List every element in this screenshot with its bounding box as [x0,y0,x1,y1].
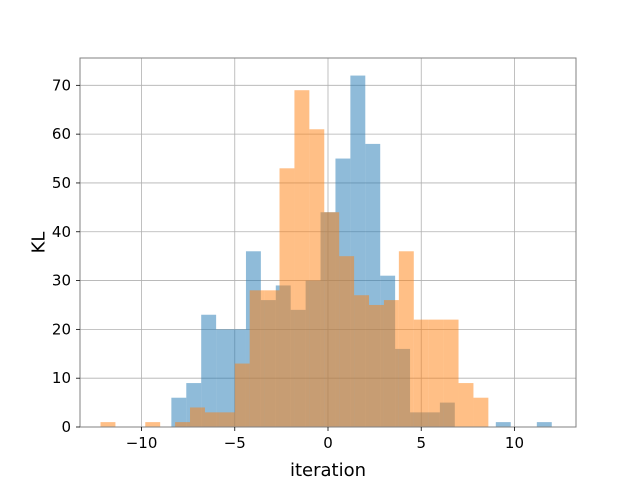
histogram-bar [264,290,280,427]
x-tick-label: 0 [323,434,333,452]
histogram-bar [398,251,414,427]
histogram-bar [204,412,220,427]
histogram-bar [428,319,444,427]
histogram-bar [458,383,474,427]
x-axis-label: iteration [290,460,366,480]
x-tick-label: −5 [224,434,246,452]
histogram-bar [279,168,295,428]
plot-area: −10 −5 0 5 10 0 10 20 30 40 50 60 70 [52,57,577,452]
histogram-bar [369,304,384,427]
histogram-bar [354,295,370,427]
histogram-bar [145,422,161,427]
histogram-bar [219,412,235,427]
x-tick-label: −10 [126,434,158,452]
x-axis-ticks: −10 −5 0 5 10 [126,427,524,452]
histogram-bar [175,422,191,427]
histogram-bar [190,407,205,427]
histogram-bar [495,422,511,427]
histogram-bar [383,300,399,427]
y-tick-label: 70 [52,76,71,94]
histogram-bar [249,290,265,427]
histogram-bar [536,422,552,427]
histogram-bar [443,319,459,427]
y-axis-label: KL [28,232,49,254]
histogram-bar [473,397,489,427]
histogram-bar [309,129,325,427]
y-tick-label: 0 [61,418,71,436]
y-tick-label: 60 [52,125,71,143]
histogram-bar [100,422,116,427]
histogram-bar [201,314,217,427]
y-tick-label: 30 [52,272,71,290]
y-tick-label: 10 [52,369,71,387]
series-2-bars [100,90,489,428]
y-tick-label: 20 [52,320,71,338]
x-tick-label: 5 [416,434,426,452]
histogram-bar [324,212,340,427]
histogram-bar [413,319,429,427]
histogram-bar [339,256,355,427]
x-tick-label: 10 [505,434,524,452]
y-tick-label: 50 [52,174,71,192]
histogram-bar [216,329,232,427]
histogram-bars [100,75,552,428]
y-axis-ticks: 0 10 20 30 40 50 60 70 [52,76,80,436]
histogram-bar [234,363,250,427]
histogram-bar [171,397,187,427]
y-tick-label: 40 [52,223,71,241]
histogram-bar [294,90,310,427]
